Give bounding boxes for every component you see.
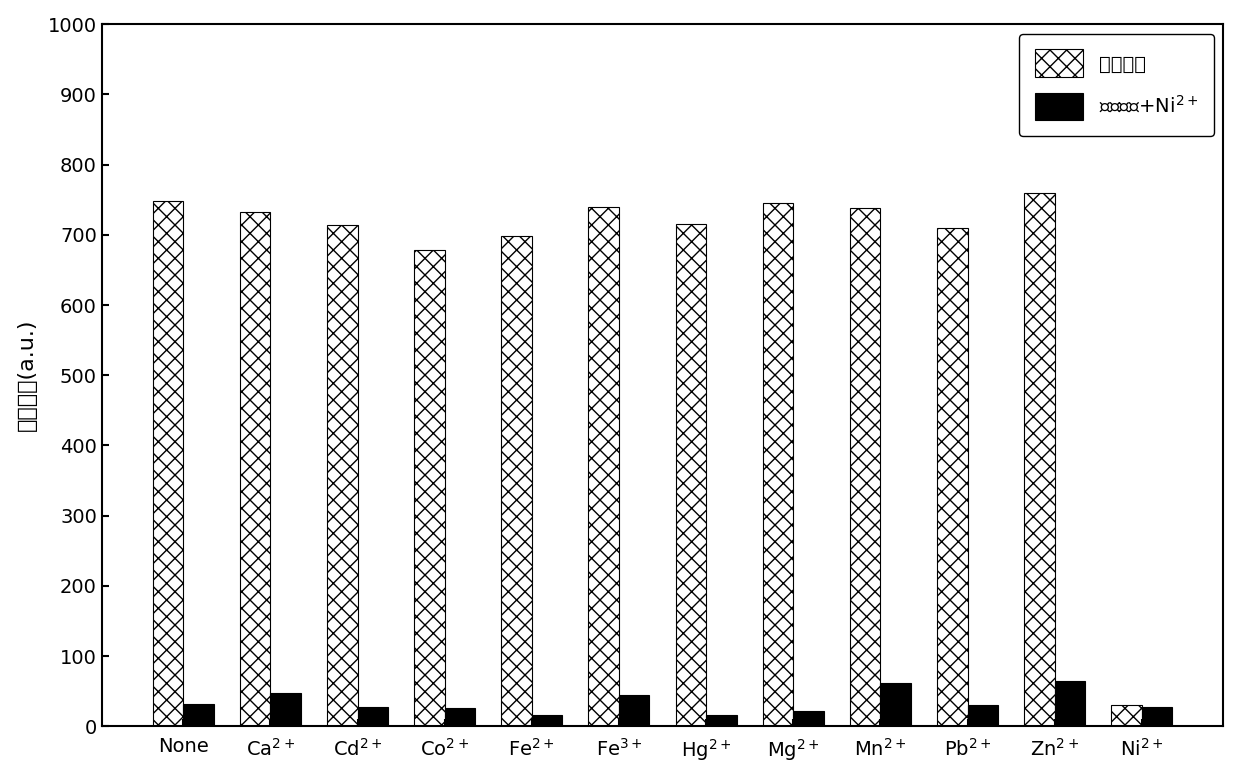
Bar [184,704,213,726]
Bar [1055,681,1085,726]
Bar [532,715,562,726]
Bar [967,705,998,726]
Legend: 竞争金属, 竞争金属+Ni$^{2+}$: 竞争金属, 竞争金属+Ni$^{2+}$ [1019,34,1214,136]
Bar [794,711,823,726]
Bar [501,236,532,726]
Bar [676,225,706,726]
Bar [1111,705,1142,726]
Bar [706,715,737,726]
Bar [880,682,911,726]
Bar [849,208,880,726]
Bar [327,225,357,726]
Bar [1024,193,1055,726]
Y-axis label: 荧光强度(a.u.): 荧光强度(a.u.) [16,319,37,431]
Bar [270,693,301,726]
Bar [153,201,184,726]
Bar [357,707,388,726]
Bar [937,228,967,726]
Bar [763,204,794,726]
Bar [414,250,445,726]
Bar [445,708,475,726]
Bar [589,207,619,726]
Bar [239,211,270,726]
Bar [1142,707,1172,726]
Bar [619,695,650,726]
